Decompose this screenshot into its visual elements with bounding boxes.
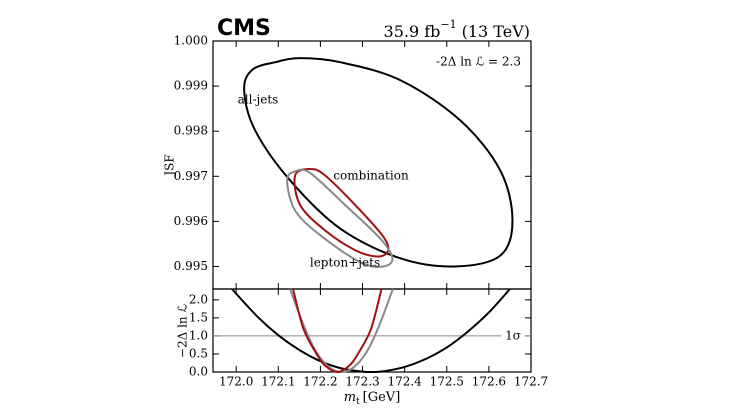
y-tick-label: 0.5 <box>189 346 208 360</box>
x-tick-label: 172.3 <box>345 375 379 389</box>
x-axis-label: mt [GeV] <box>344 390 401 407</box>
x-tick-label: 172.5 <box>430 375 464 389</box>
contour <box>243 57 514 268</box>
y-tick-label: 0.999 <box>174 79 208 93</box>
axes-frame <box>212 288 532 373</box>
series-label: all-jets <box>238 93 279 107</box>
y-tick-label: 1.0 <box>189 328 208 342</box>
x-label-sub: t <box>356 397 360 407</box>
energy: (13 TeV) <box>462 22 530 41</box>
series-label: lepton+jets <box>310 256 380 270</box>
reference-label: 1σ <box>505 328 521 342</box>
y-tick-label: 0.997 <box>174 169 208 183</box>
x-tick-label: 172.0 <box>219 375 253 389</box>
curve <box>289 288 394 374</box>
experiment-label: CMS <box>217 16 271 41</box>
y-axis-label: −2Δ ln ℒ <box>176 304 190 359</box>
y-tick-label: 0.998 <box>174 124 208 138</box>
lumi: 35.9 fb <box>384 22 441 41</box>
x-tick-label: 172.1 <box>261 375 295 389</box>
y-axis-label: JSF <box>163 154 177 177</box>
contour-annotation: -2Δ ln ℒ = 2.3 <box>436 55 521 69</box>
x-label-main: m <box>344 390 356 405</box>
y-tick-label: 0.996 <box>174 214 208 228</box>
x-tick-label: 172.7 <box>514 375 548 389</box>
axes-frame <box>212 40 532 290</box>
y-tick-label: 1.5 <box>189 310 208 324</box>
curve <box>292 288 383 374</box>
y-tick-label: 1.000 <box>174 34 208 48</box>
y-tick-label: 0.995 <box>174 259 208 273</box>
y-tick-label: 0.0 <box>189 365 208 379</box>
luminosity-label: 35.9 fb−1 (13 TeV) <box>384 18 530 41</box>
curve <box>231 288 511 374</box>
contour <box>286 168 394 268</box>
x-tick-label: 172.4 <box>387 375 422 389</box>
x-label-unit: [GeV] <box>363 390 401 405</box>
x-tick-label: 172.6 <box>472 375 506 389</box>
x-tick-label: 172.2 <box>303 375 337 389</box>
y-tick-label: 2.0 <box>189 292 208 306</box>
lumi-exponent: −1 <box>440 18 456 31</box>
series-label: combination <box>333 169 409 183</box>
